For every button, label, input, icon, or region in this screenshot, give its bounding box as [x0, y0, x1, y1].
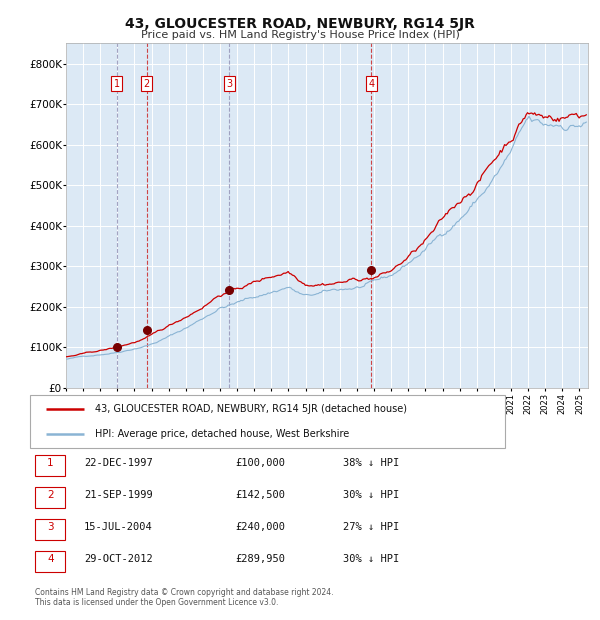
Text: 4: 4 — [47, 554, 54, 564]
FancyBboxPatch shape — [35, 487, 65, 508]
Text: 43, GLOUCESTER ROAD, NEWBURY, RG14 5JR: 43, GLOUCESTER ROAD, NEWBURY, RG14 5JR — [125, 17, 475, 32]
Text: Price paid vs. HM Land Registry's House Price Index (HPI): Price paid vs. HM Land Registry's House … — [140, 30, 460, 40]
Text: HPI: Average price, detached house, West Berkshire: HPI: Average price, detached house, West… — [95, 430, 349, 440]
Text: 29-OCT-2012: 29-OCT-2012 — [84, 554, 153, 564]
Text: 15-JUL-2004: 15-JUL-2004 — [84, 522, 153, 532]
Text: 1: 1 — [47, 458, 54, 468]
Text: 4: 4 — [368, 79, 374, 89]
Text: 43, GLOUCESTER ROAD, NEWBURY, RG14 5JR (detached house): 43, GLOUCESTER ROAD, NEWBURY, RG14 5JR (… — [95, 404, 407, 414]
Text: £142,500: £142,500 — [235, 490, 285, 500]
FancyBboxPatch shape — [35, 519, 65, 539]
Text: 1: 1 — [114, 79, 120, 89]
Text: 2: 2 — [47, 490, 54, 500]
Text: 30% ↓ HPI: 30% ↓ HPI — [343, 490, 400, 500]
FancyBboxPatch shape — [35, 455, 65, 476]
Text: 27% ↓ HPI: 27% ↓ HPI — [343, 522, 400, 532]
Text: £240,000: £240,000 — [235, 522, 285, 532]
FancyBboxPatch shape — [35, 551, 65, 572]
Text: £289,950: £289,950 — [235, 554, 285, 564]
Text: 38% ↓ HPI: 38% ↓ HPI — [343, 458, 400, 468]
Text: 2: 2 — [143, 79, 150, 89]
Text: 21-SEP-1999: 21-SEP-1999 — [84, 490, 153, 500]
Text: 22-DEC-1997: 22-DEC-1997 — [84, 458, 153, 468]
Text: £100,000: £100,000 — [235, 458, 285, 468]
Text: 3: 3 — [226, 79, 232, 89]
Text: 3: 3 — [47, 522, 54, 532]
Text: 30% ↓ HPI: 30% ↓ HPI — [343, 554, 400, 564]
FancyBboxPatch shape — [30, 395, 505, 448]
Text: Contains HM Land Registry data © Crown copyright and database right 2024.
This d: Contains HM Land Registry data © Crown c… — [35, 588, 334, 608]
